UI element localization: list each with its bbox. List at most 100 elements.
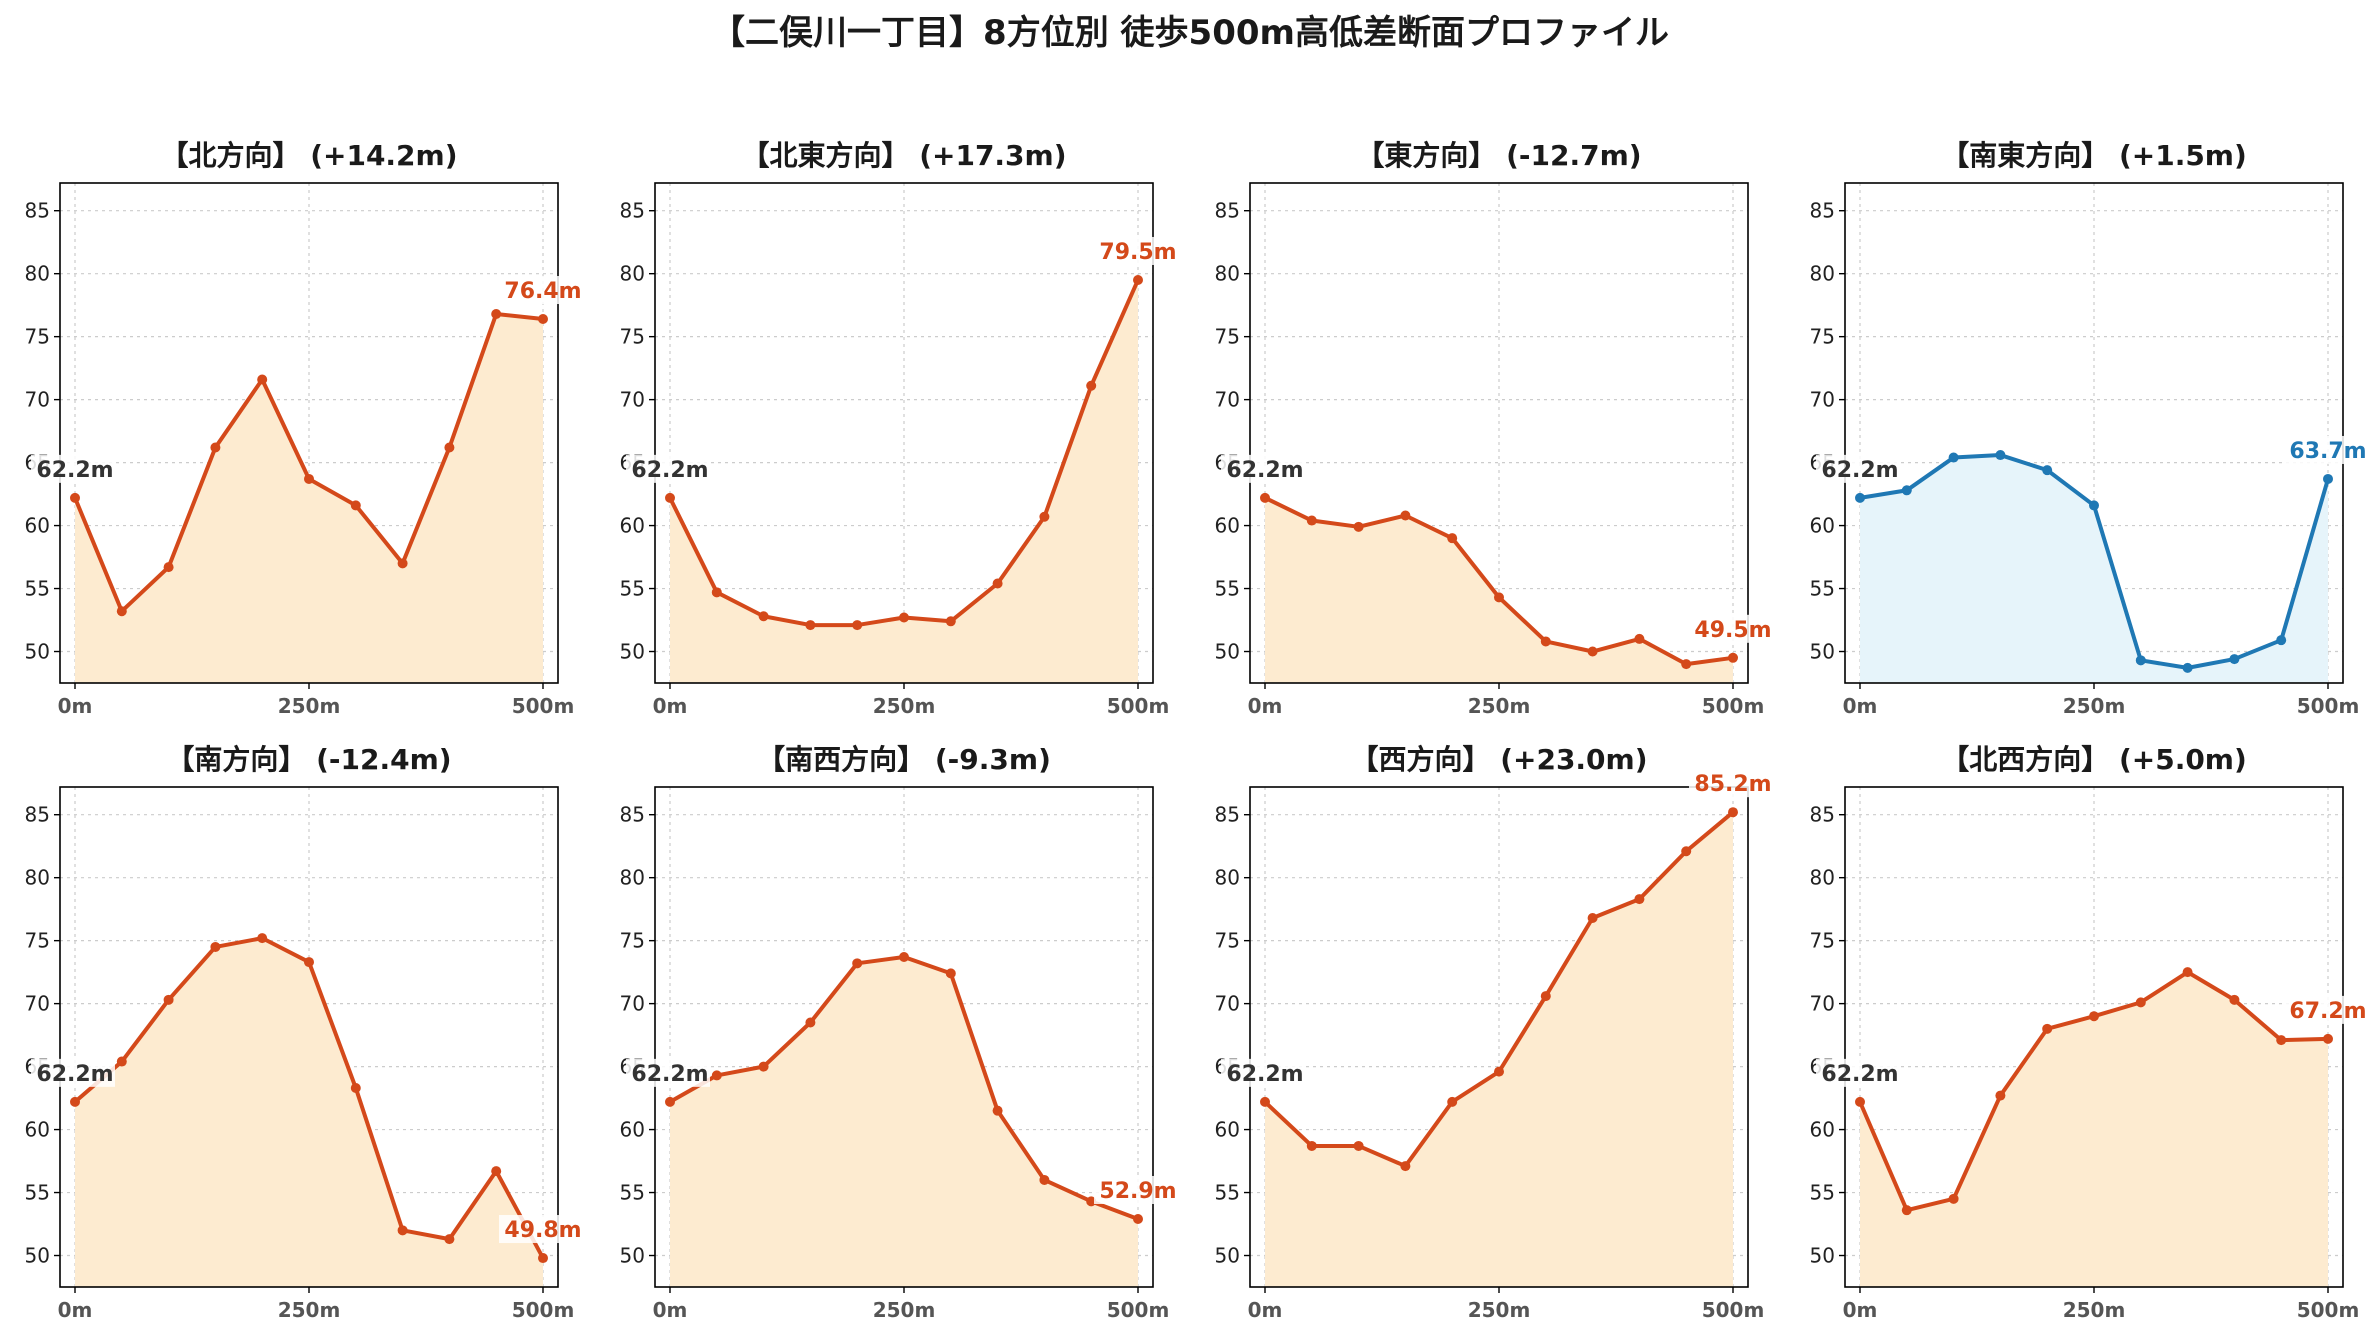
data-point xyxy=(1400,1161,1411,1172)
data-point xyxy=(350,500,361,511)
y-tick-label: 85 xyxy=(1810,199,1835,223)
y-tick-label: 60 xyxy=(25,514,50,538)
data-point xyxy=(1494,1066,1504,1077)
y-tick-label: 85 xyxy=(25,803,50,827)
data-point xyxy=(945,616,956,627)
end-label-background xyxy=(1689,769,1773,798)
data-point xyxy=(1540,636,1551,647)
data-point xyxy=(1306,515,1317,526)
y-tick-label: 70 xyxy=(1215,992,1240,1016)
y-tick-label: 55 xyxy=(620,1181,645,1205)
data-point xyxy=(1086,1196,1097,1207)
data-point xyxy=(1634,894,1645,905)
x-tick-label: 500m xyxy=(512,1298,575,1322)
data-point xyxy=(397,1225,408,1236)
data-point xyxy=(1995,450,2006,461)
profile-panel: 【東方向】 (-12.7m)50556065707580850m250m500m… xyxy=(1215,139,1773,718)
data-point xyxy=(805,620,816,631)
data-point xyxy=(444,442,455,453)
start-label-background xyxy=(1816,454,1900,483)
start-label-background xyxy=(31,454,115,483)
x-tick-label: 0m xyxy=(1843,1298,1878,1322)
y-tick-label: 60 xyxy=(1810,1118,1835,1142)
y-tick-label: 50 xyxy=(25,1244,50,1268)
y-tick-label: 70 xyxy=(25,388,50,412)
start-elevation-label: 62.2m xyxy=(1821,1062,1898,1087)
y-tick-label: 60 xyxy=(1215,514,1240,538)
y-tick-label: 85 xyxy=(1810,803,1835,827)
profile-panel: 【南東方向】 (+1.5m)50556065707580850m250m500m… xyxy=(1810,139,2368,718)
x-tick-label: 250m xyxy=(2063,694,2126,718)
data-point xyxy=(1133,1213,1143,1224)
y-tick-label: 60 xyxy=(620,1118,645,1142)
end-elevation-label: 52.9m xyxy=(1099,1179,1176,1204)
end-elevation-label: 76.4m xyxy=(504,279,581,304)
data-point xyxy=(2135,997,2146,1008)
y-tick-label: 75 xyxy=(1810,325,1835,349)
start-elevation-label: 62.2m xyxy=(631,1062,708,1087)
data-point xyxy=(210,442,221,453)
y-tick-label: 55 xyxy=(25,1181,50,1205)
data-point xyxy=(1901,485,1912,496)
profile-panel: 【北方向】 (+14.2m)50556065707580850m250m500m… xyxy=(25,139,583,718)
start-elevation-label: 62.2m xyxy=(1226,458,1303,483)
data-point xyxy=(1587,912,1598,923)
data-point xyxy=(1260,1096,1270,1107)
y-tick-label: 85 xyxy=(25,199,50,223)
profile-panel: 【南西方向】 (-9.3m)50556065707580850m250m500m… xyxy=(620,743,1178,1322)
data-point xyxy=(397,558,408,569)
y-tick-label: 70 xyxy=(1215,388,1240,412)
profile-panel: 【西方向】 (+23.0m)50556065707580850m250m500m… xyxy=(1215,743,1773,1322)
x-tick-label: 0m xyxy=(1248,694,1283,718)
data-point xyxy=(758,1061,769,1072)
y-tick-label: 50 xyxy=(1810,1244,1835,1268)
data-point xyxy=(2276,635,2287,646)
data-point xyxy=(852,958,863,969)
data-point xyxy=(2182,967,2193,978)
data-point xyxy=(758,611,769,622)
end-elevation-label: 67.2m xyxy=(2289,999,2366,1024)
data-point xyxy=(1855,1096,1865,1107)
panel-title: 【北方向】 (+14.2m) xyxy=(160,139,457,172)
data-point xyxy=(1086,380,1097,391)
y-tick-label: 85 xyxy=(620,199,645,223)
data-point xyxy=(210,941,221,952)
data-point xyxy=(852,620,863,631)
y-tick-label: 50 xyxy=(1215,640,1240,664)
y-tick-label: 70 xyxy=(25,992,50,1016)
x-tick-label: 500m xyxy=(512,694,575,718)
start-label-background xyxy=(1816,1058,1900,1087)
y-tick-label: 55 xyxy=(1215,577,1240,601)
data-point xyxy=(805,1017,816,1028)
profile-panel: 【北東方向】 (+17.3m)50556065707580850m250m500… xyxy=(620,139,1178,718)
y-tick-label: 70 xyxy=(620,992,645,1016)
panel-title: 【南西方向】 (-9.3m) xyxy=(757,743,1051,776)
end-label-background xyxy=(499,276,583,305)
y-tick-label: 75 xyxy=(1810,929,1835,953)
data-point xyxy=(1728,807,1738,818)
data-point xyxy=(491,1166,502,1177)
data-point xyxy=(491,308,502,319)
x-tick-label: 250m xyxy=(873,694,936,718)
y-tick-label: 80 xyxy=(1810,866,1835,890)
start-elevation-label: 62.2m xyxy=(1226,1062,1303,1087)
y-tick-label: 55 xyxy=(1215,1181,1240,1205)
y-tick-label: 80 xyxy=(620,262,645,286)
x-tick-label: 500m xyxy=(2297,1298,2360,1322)
y-tick-label: 80 xyxy=(1215,866,1240,890)
start-elevation-label: 62.2m xyxy=(36,458,113,483)
area-fill xyxy=(670,957,1138,1287)
end-label-background xyxy=(2284,995,2368,1024)
x-tick-label: 250m xyxy=(278,1298,341,1322)
panel-title: 【東方向】 (-12.7m) xyxy=(1356,139,1641,172)
data-point xyxy=(2276,1035,2287,1046)
x-tick-label: 250m xyxy=(1468,694,1531,718)
x-tick-label: 500m xyxy=(1702,1298,1765,1322)
y-tick-label: 85 xyxy=(1215,803,1240,827)
data-point xyxy=(1540,991,1551,1002)
y-tick-label: 85 xyxy=(1215,199,1240,223)
data-point xyxy=(116,606,127,617)
y-tick-label: 85 xyxy=(620,803,645,827)
data-point xyxy=(2089,500,2099,511)
